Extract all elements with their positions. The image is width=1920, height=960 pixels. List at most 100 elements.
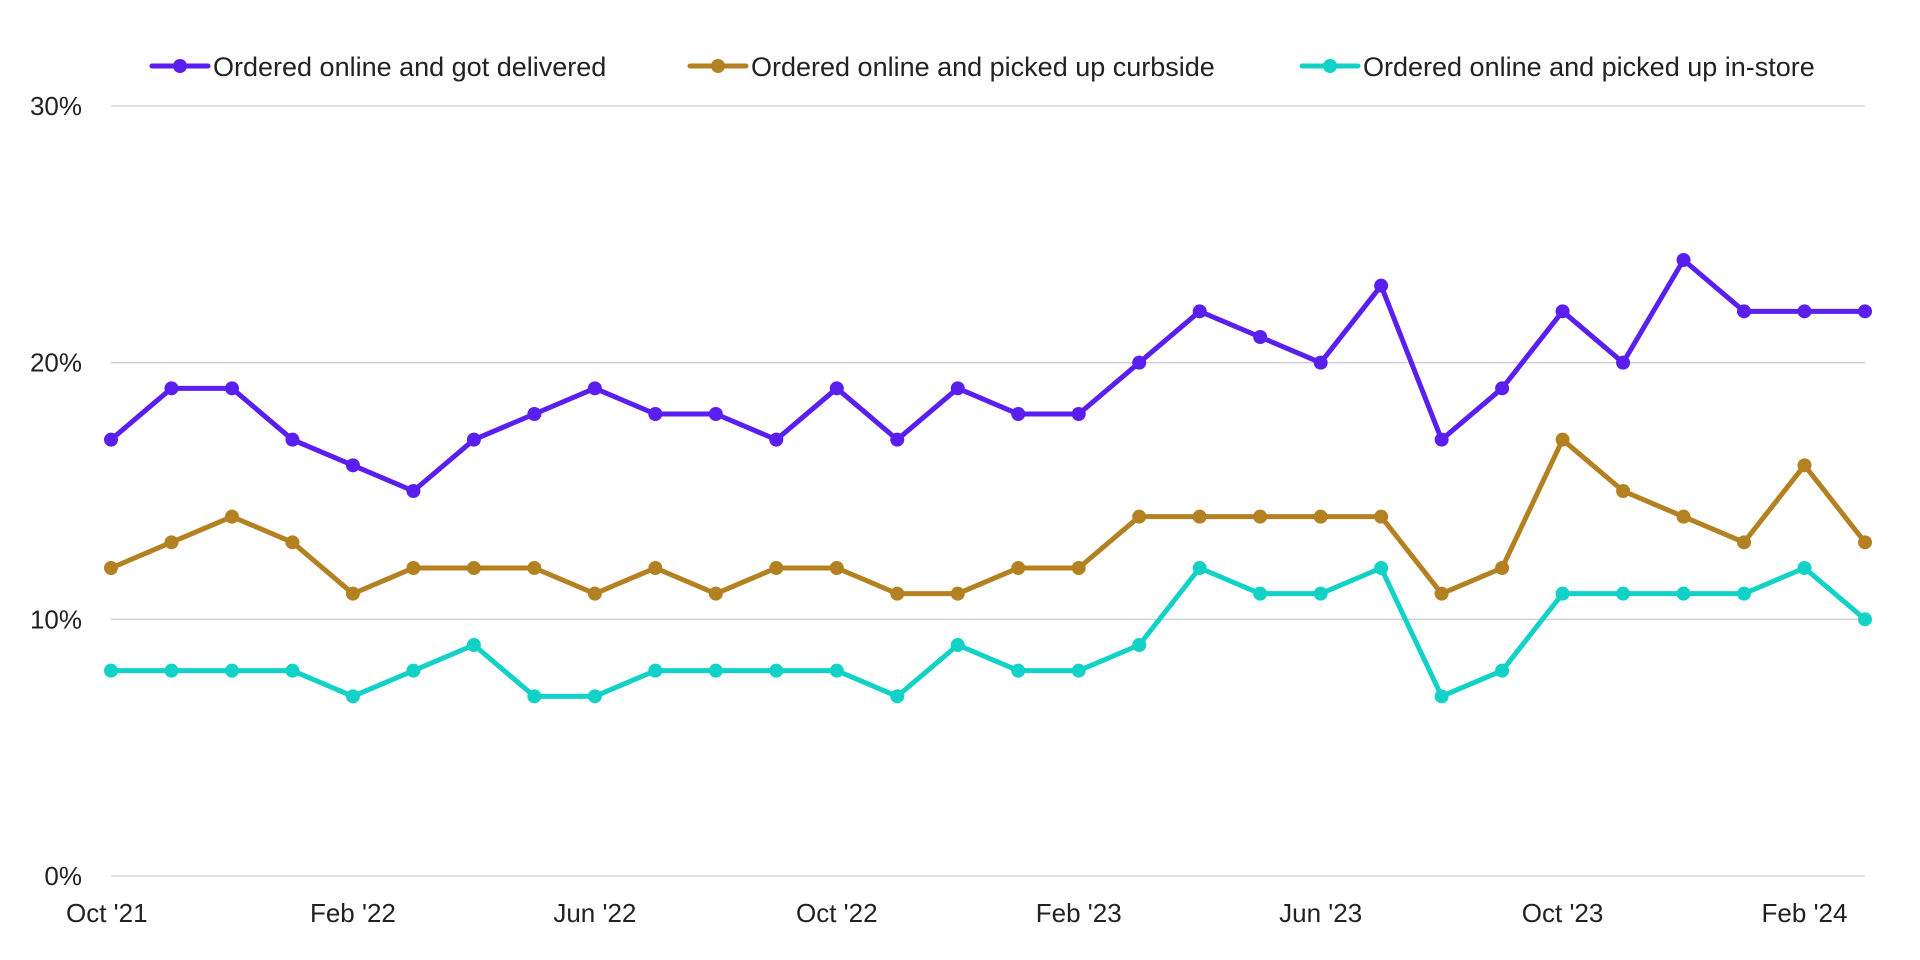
legend-dot-marker xyxy=(711,59,725,73)
data-point xyxy=(587,381,602,396)
data-point xyxy=(466,638,481,652)
data-point xyxy=(164,535,179,550)
data-point xyxy=(769,663,784,678)
data-point xyxy=(648,407,663,421)
data-point xyxy=(708,663,723,678)
data-point xyxy=(1797,304,1812,319)
data-point xyxy=(527,407,542,421)
legend-dot-marker xyxy=(1323,59,1337,73)
data-point xyxy=(345,586,360,601)
y-tick-label: 30% xyxy=(30,91,82,121)
data-point xyxy=(587,689,602,704)
data-point xyxy=(1858,304,1872,319)
data-point xyxy=(1071,407,1086,421)
data-point xyxy=(1132,638,1147,652)
data-point xyxy=(1374,509,1389,524)
data-point xyxy=(890,432,905,447)
y-tick-label: 0% xyxy=(44,861,82,891)
data-point xyxy=(829,663,844,678)
data-point xyxy=(1495,663,1510,678)
x-tick-label: Oct '22 xyxy=(796,898,878,928)
data-point xyxy=(1676,509,1691,524)
series-3 xyxy=(104,561,1872,704)
data-point xyxy=(1676,586,1691,601)
data-point xyxy=(1434,586,1449,601)
data-point xyxy=(1495,381,1510,396)
data-point xyxy=(708,586,723,601)
data-point xyxy=(164,663,179,678)
legend-dot-marker xyxy=(173,59,187,73)
series-line xyxy=(108,437,1868,597)
data-point xyxy=(1676,253,1691,267)
legend-label: Ordered online and picked up in-store xyxy=(1363,52,1815,82)
series-line xyxy=(108,565,1868,699)
data-point xyxy=(950,638,965,652)
data-point xyxy=(1434,432,1449,447)
data-point xyxy=(890,586,905,601)
data-point xyxy=(950,586,965,601)
data-point xyxy=(345,689,360,704)
y-axis: 0% 10% 20% 30% xyxy=(30,91,82,891)
data-point xyxy=(1616,355,1631,370)
data-point xyxy=(1616,586,1631,601)
data-point xyxy=(829,561,844,575)
series-1 xyxy=(104,253,1872,498)
data-point xyxy=(950,381,965,396)
data-point xyxy=(104,663,118,678)
x-tick-label: Feb '23 xyxy=(1036,898,1122,928)
data-point xyxy=(1071,663,1086,678)
x-tick-label: Oct '23 xyxy=(1522,898,1604,928)
data-point xyxy=(1192,509,1207,524)
data-point xyxy=(1192,561,1207,575)
data-point xyxy=(1313,355,1328,370)
data-point xyxy=(285,432,300,447)
data-point xyxy=(1313,509,1328,524)
data-point xyxy=(1011,407,1026,421)
data-point xyxy=(890,689,905,704)
x-tick-label: Jun '23 xyxy=(1279,898,1362,928)
series-2 xyxy=(104,432,1872,601)
data-point xyxy=(1858,535,1872,550)
data-point xyxy=(1737,304,1752,319)
data-point xyxy=(1011,663,1026,678)
gridlines xyxy=(111,105,1865,877)
data-point xyxy=(406,663,421,678)
legend-label: Ordered online and picked up curbside xyxy=(751,52,1215,82)
legend-item-1: Ordered online and got delivered xyxy=(149,52,606,82)
data-point xyxy=(829,381,844,396)
data-point xyxy=(648,561,663,575)
x-tick-label: Feb '22 xyxy=(310,898,396,928)
data-point xyxy=(769,432,784,447)
data-point xyxy=(224,381,239,396)
data-point xyxy=(527,561,542,575)
data-point xyxy=(164,381,179,396)
data-point xyxy=(1071,561,1086,575)
data-point xyxy=(1253,509,1268,524)
data-point xyxy=(406,561,421,575)
series-group xyxy=(104,253,1872,704)
x-tick-label: Feb '24 xyxy=(1762,898,1848,928)
data-point xyxy=(1011,561,1026,575)
data-point xyxy=(648,663,663,678)
data-point xyxy=(1555,432,1570,447)
data-point xyxy=(1374,278,1389,293)
x-axis: Oct '21 Feb '22 Jun '22 Oct '22 Feb '23 Jun '… xyxy=(66,898,1847,928)
y-tick-label: 10% xyxy=(30,604,82,634)
data-point xyxy=(1132,355,1147,370)
data-point xyxy=(708,407,723,421)
data-point xyxy=(1616,484,1631,498)
data-point xyxy=(466,561,481,575)
legend: Ordered online and got delivered Ordered … xyxy=(149,52,1815,82)
data-point xyxy=(406,484,421,498)
data-point xyxy=(1434,689,1449,704)
data-point xyxy=(1737,535,1752,550)
data-point xyxy=(769,561,784,575)
data-point xyxy=(285,663,300,678)
data-point xyxy=(345,458,360,473)
series-line xyxy=(108,257,1868,494)
data-point xyxy=(1253,330,1268,344)
x-tick-label: Jun '22 xyxy=(553,898,636,928)
data-point xyxy=(285,535,300,550)
data-point xyxy=(1132,509,1147,524)
